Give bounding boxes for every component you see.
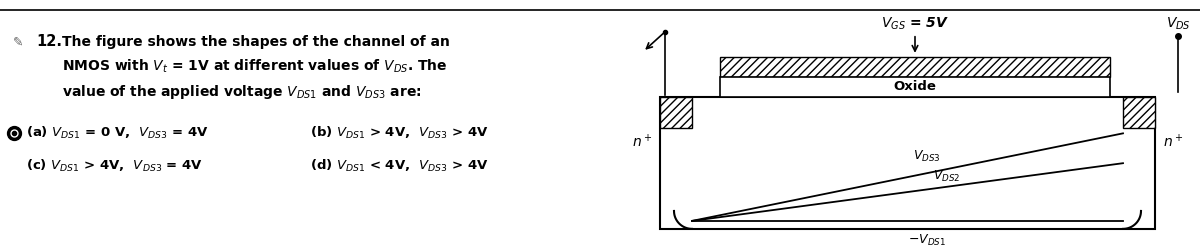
Text: $V_{DS2}$: $V_{DS2}$ xyxy=(934,169,960,184)
Text: value of the applied voltage $V_{DS1}$ and $V_{DS3}$ are:: value of the applied voltage $V_{DS1}$ a… xyxy=(62,83,421,101)
Bar xyxy=(1123,97,1154,128)
Text: (c) $V_{DS1}$ > 4V,  $V_{DS3}$ = 4V: (c) $V_{DS1}$ > 4V, $V_{DS3}$ = 4V xyxy=(26,158,203,174)
Bar xyxy=(720,57,1110,77)
Text: (a) $V_{DS1}$ = 0 V,  $V_{DS3}$ = 4V: (a) $V_{DS1}$ = 0 V, $V_{DS3}$ = 4V xyxy=(26,125,209,141)
Text: 12.: 12. xyxy=(36,34,62,49)
Text: $V_{GS}$ = 5V: $V_{GS}$ = 5V xyxy=(881,16,949,32)
Text: ✎: ✎ xyxy=(13,35,23,48)
Bar xyxy=(660,97,692,128)
Text: $V_{DS}$: $V_{DS}$ xyxy=(1165,16,1190,32)
Bar xyxy=(660,97,1154,229)
Text: $V_{DS3}$: $V_{DS3}$ xyxy=(913,149,941,164)
Text: (b) $V_{DS1}$ > 4V,  $V_{DS3}$ > 4V: (b) $V_{DS1}$ > 4V, $V_{DS3}$ > 4V xyxy=(310,125,488,141)
Bar xyxy=(720,77,1110,97)
Text: $n^+$: $n^+$ xyxy=(632,133,652,150)
Text: The figure shows the shapes of the channel of an: The figure shows the shapes of the chann… xyxy=(62,35,450,49)
Text: NMOS with $V_t$ = 1V at different values of $V_{DS}$. The: NMOS with $V_t$ = 1V at different values… xyxy=(62,58,448,75)
Text: (d) $V_{DS1}$ < 4V,  $V_{DS3}$ > 4V: (d) $V_{DS1}$ < 4V, $V_{DS3}$ > 4V xyxy=(310,158,488,174)
Text: $n^+$: $n^+$ xyxy=(1163,133,1183,150)
Text: $-V_{DS1}$: $-V_{DS1}$ xyxy=(908,233,947,248)
Text: Oxide: Oxide xyxy=(894,80,936,93)
